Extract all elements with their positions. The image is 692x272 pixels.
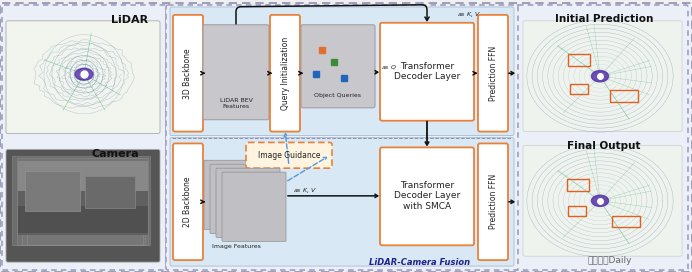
Text: Query Initialization: Query Initialization	[280, 37, 289, 110]
FancyBboxPatch shape	[22, 161, 145, 245]
FancyBboxPatch shape	[0, 3, 692, 272]
Text: Image Guidance: Image Guidance	[257, 151, 320, 160]
FancyBboxPatch shape	[166, 5, 518, 270]
FancyBboxPatch shape	[170, 7, 514, 135]
FancyBboxPatch shape	[27, 163, 143, 245]
Text: LiDAR BEV
Features: LiDAR BEV Features	[219, 98, 253, 109]
FancyBboxPatch shape	[203, 25, 269, 120]
Text: Transformer
Decoder Layer: Transformer Decoder Layer	[394, 61, 460, 81]
FancyBboxPatch shape	[204, 160, 268, 230]
FancyBboxPatch shape	[523, 146, 682, 256]
Ellipse shape	[592, 70, 608, 82]
Text: 3D Backbone: 3D Backbone	[183, 48, 192, 98]
FancyBboxPatch shape	[18, 161, 148, 191]
FancyBboxPatch shape	[6, 149, 160, 262]
FancyBboxPatch shape	[25, 171, 80, 211]
FancyBboxPatch shape	[380, 147, 474, 245]
FancyBboxPatch shape	[17, 158, 147, 245]
Text: Initial Prediction: Initial Prediction	[555, 14, 653, 24]
Text: Transformer
Decoder Layer
with SMCA: Transformer Decoder Layer with SMCA	[394, 181, 460, 211]
FancyBboxPatch shape	[478, 15, 508, 132]
FancyBboxPatch shape	[12, 156, 150, 245]
FancyBboxPatch shape	[173, 143, 203, 260]
FancyBboxPatch shape	[170, 138, 514, 266]
FancyBboxPatch shape	[380, 23, 474, 121]
FancyBboxPatch shape	[6, 21, 160, 134]
Text: Prediction FFN: Prediction FFN	[489, 174, 498, 229]
Text: LiDAR: LiDAR	[111, 15, 149, 25]
Text: Final Output: Final Output	[567, 141, 641, 152]
Text: 2D Backbone: 2D Backbone	[183, 177, 192, 227]
Text: Prediction FFN: Prediction FFN	[489, 46, 498, 101]
Text: Image Features: Image Features	[212, 244, 260, 249]
Text: as $K$, $V$: as $K$, $V$	[457, 10, 481, 19]
FancyBboxPatch shape	[246, 143, 332, 168]
FancyBboxPatch shape	[173, 15, 203, 132]
FancyBboxPatch shape	[18, 206, 148, 233]
FancyBboxPatch shape	[85, 176, 135, 208]
FancyBboxPatch shape	[216, 168, 280, 237]
Text: 自动驾驶Daily: 自动驾驶Daily	[588, 256, 632, 265]
Text: Camera: Camera	[91, 149, 139, 159]
FancyBboxPatch shape	[18, 161, 148, 235]
Ellipse shape	[75, 68, 93, 80]
FancyBboxPatch shape	[478, 143, 508, 260]
Text: as $K$, $V$: as $K$, $V$	[293, 186, 317, 195]
FancyBboxPatch shape	[516, 5, 688, 270]
FancyBboxPatch shape	[270, 15, 300, 132]
Text: LiDAR-Camera Fusion: LiDAR-Camera Fusion	[370, 258, 471, 267]
FancyBboxPatch shape	[222, 172, 286, 241]
Text: Object Queries: Object Queries	[314, 94, 361, 98]
FancyBboxPatch shape	[523, 21, 682, 132]
FancyBboxPatch shape	[2, 5, 166, 270]
FancyBboxPatch shape	[301, 25, 375, 108]
Text: as $Q$: as $Q$	[381, 63, 397, 71]
FancyBboxPatch shape	[210, 164, 274, 233]
Ellipse shape	[592, 195, 608, 206]
